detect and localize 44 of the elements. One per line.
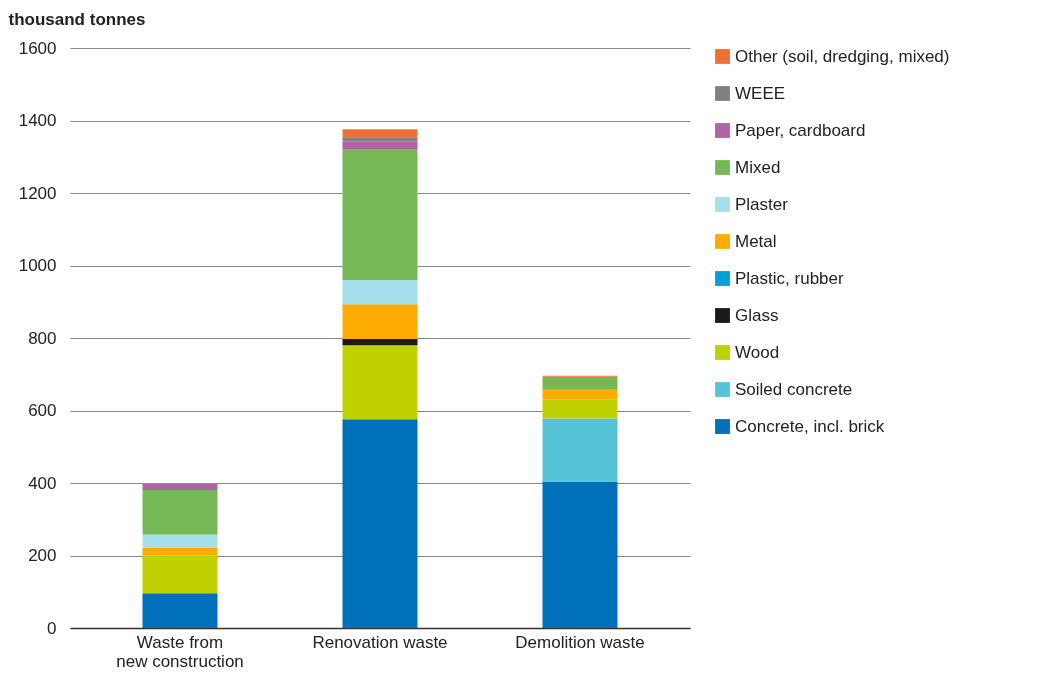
legend-label: Mixed (735, 157, 781, 177)
y-tick-label: 600 (28, 401, 57, 420)
legend-label: Paper, cardboard (735, 120, 866, 140)
legend-label: Plaster (735, 194, 789, 214)
y-tick-label: 1200 (18, 183, 57, 203)
legend-label: Plastic, rubber (735, 268, 844, 288)
bar (342, 141, 418, 150)
bar (142, 555, 218, 594)
bar (542, 418, 618, 482)
legend-label: Glass (735, 305, 779, 325)
legend-label: Concrete, incl. brick (735, 416, 885, 436)
legend-label: Wood (735, 342, 780, 362)
y-tick-label: 800 (28, 328, 57, 348)
bar (142, 489, 218, 535)
bar (342, 149, 418, 280)
bar (342, 304, 418, 340)
bar (142, 534, 218, 548)
bar (342, 419, 418, 628)
bar (342, 137, 418, 142)
bar (342, 339, 418, 346)
y-tick-label: 1400 (18, 111, 57, 130)
legend-label: WEEE (735, 83, 786, 103)
bar (342, 129, 418, 138)
x-tick-label: Renovation waste (312, 632, 448, 652)
bar (542, 389, 618, 400)
bar (542, 399, 618, 419)
bar (342, 345, 418, 420)
x-tick-label: Demolition waste (515, 632, 645, 652)
bar (542, 376, 618, 390)
legend-label: Other (soil, dredging, mixed) (735, 46, 950, 66)
legend-label: Soiled concrete (735, 379, 853, 399)
y-tick-label: 200 (28, 546, 57, 565)
y-axis-title: thousand tonnes (8, 9, 146, 29)
bar (342, 280, 418, 305)
bar (142, 484, 218, 490)
x-tick-label: Waste from new construction (116, 632, 244, 671)
y-tick-label: 1600 (18, 38, 57, 58)
y-tick-label: 1000 (18, 256, 57, 275)
bar (142, 547, 218, 556)
bar (142, 593, 218, 628)
y-tick-label: 0 (47, 618, 57, 638)
legend-label: Metal (735, 231, 777, 251)
y-tick-label: 400 (28, 473, 57, 493)
bar (542, 481, 618, 628)
